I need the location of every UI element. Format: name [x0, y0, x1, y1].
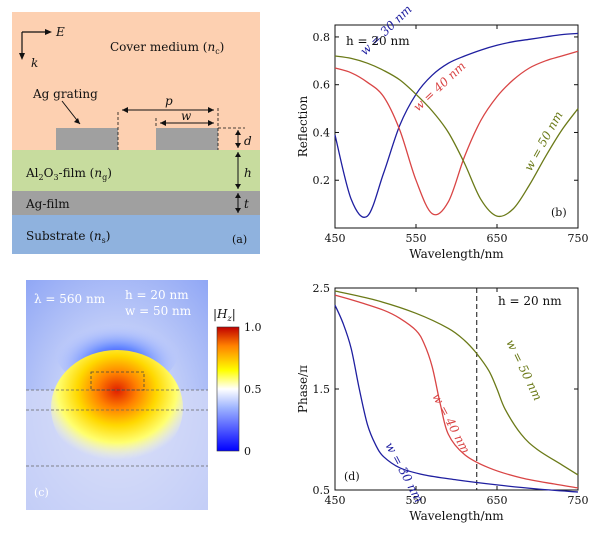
reflection-annotation: h = 20 nm: [346, 34, 410, 48]
phase-x-tick-label: 450: [325, 494, 346, 507]
period-label: p: [165, 94, 173, 108]
phase-series-label-2: w = 40 nm: [429, 391, 472, 456]
reflection-chart: 450 550 650 750 0.2 0.4 0.6 0.8 Wavelength/nm Ref…: [296, 2, 589, 261]
reflection-y-tick-label: 0.6: [313, 79, 331, 92]
reflection-x-axis-label: Wavelength/nm: [409, 247, 504, 261]
reflection-plot-frame: [334, 24, 579, 229]
reflection-series-label-2: w = 40 nm: [410, 59, 468, 114]
colorbar-tick-max: 1.0: [244, 321, 262, 334]
phase-chart: 450 550 650 750 0.5 1.5 2.5 Wavelength/nm Phase/…: [296, 282, 589, 523]
reflection-series-line-2: [334, 50, 579, 216]
reflection-y-axis-label: Reflection: [296, 95, 310, 157]
ag-thickness-label: t: [244, 197, 249, 211]
phase-x-axis-label: Wavelength/nm: [409, 509, 504, 523]
wavelength-label: λ = 560 nm: [34, 292, 106, 306]
phase-y-axis-label: Phase/π: [296, 365, 310, 413]
panel-a-tag: (a): [232, 233, 247, 246]
w-value-label: w = 50 nm: [125, 304, 192, 318]
phase-x-tick-label: 550: [406, 494, 427, 507]
ag-film-label: Ag-film: [25, 197, 70, 211]
phase-x-tick-label: 750: [568, 494, 589, 507]
reflection-y-tick-label: 0.8: [313, 31, 331, 44]
phase-y-tick-label: 2.5: [313, 282, 331, 295]
phase-series-label-1: w = 30 nm: [382, 440, 425, 505]
phase-y-tick-label: 1.5: [313, 383, 331, 396]
grating-ridge-right: [156, 128, 218, 150]
colorbar-label: |Hz|: [213, 307, 236, 323]
cover-medium-layer: [12, 12, 260, 150]
alumina-film-layer: [12, 150, 260, 191]
cover-medium-label: Cover medium (nc): [110, 40, 224, 56]
film-thickness-label: h: [244, 166, 252, 180]
reflection-panel-tag: (b): [551, 206, 567, 219]
panel-a: E k Cover medium (nc) Ag grating p w d h…: [12, 12, 260, 254]
phase-series-label-3: w = 50 nm: [503, 337, 545, 403]
alumina-film-label: Al2O3-film (ng): [25, 166, 112, 182]
reflection-y-tick-label: 0.2: [313, 174, 331, 187]
phase-series-line-2: [334, 294, 579, 489]
reflection-x-tick-label: 650: [487, 232, 508, 245]
reflection-series-line-1: [334, 32, 579, 218]
field-hot-spot: [51, 350, 183, 466]
reflection-series-label-1: w = 30 nm: [357, 2, 414, 58]
reflection-x-tick-label: 750: [568, 232, 589, 245]
phase-series-line-3: [334, 290, 579, 476]
colorbar-tick-min: 0: [244, 445, 251, 458]
grating-ridge-left: [56, 128, 118, 150]
phase-annotation: h = 20 nm: [498, 294, 562, 308]
reflection-x-tick-label: 550: [406, 232, 427, 245]
ag-grating-label: Ag grating: [32, 87, 98, 101]
phase-panel-tag: (d): [344, 470, 360, 483]
reflection-series-label-3: w = 50 nm: [521, 109, 565, 174]
panel-c-tag: (c): [34, 486, 49, 499]
depth-label: d: [244, 134, 252, 148]
colorbar: [216, 326, 240, 452]
width-label: w: [181, 109, 192, 123]
substrate-label: Substrate (ns): [26, 229, 110, 245]
reflection-x-tick-label: 450: [325, 232, 346, 245]
phase-series-line-1: [334, 304, 579, 493]
panel-c: λ = 560 nm h = 20 nm w = 50 nm (c) |Hz| …: [26, 280, 262, 510]
h-value-label: h = 20 nm: [125, 288, 189, 302]
reflection-y-tick-label: 0.4: [313, 126, 331, 139]
colorbar-tick-mid: 0.5: [244, 383, 262, 396]
grating-outline: [90, 371, 145, 391]
e-field-label: E: [55, 25, 65, 39]
k-vector-label: k: [31, 56, 38, 70]
reflection-series-line-3: [334, 55, 579, 218]
silver-film-layer: [12, 191, 260, 215]
substrate-layer: [12, 215, 260, 254]
phase-x-tick-label: 650: [487, 494, 508, 507]
phase-y-tick-label: 0.5: [313, 484, 331, 497]
